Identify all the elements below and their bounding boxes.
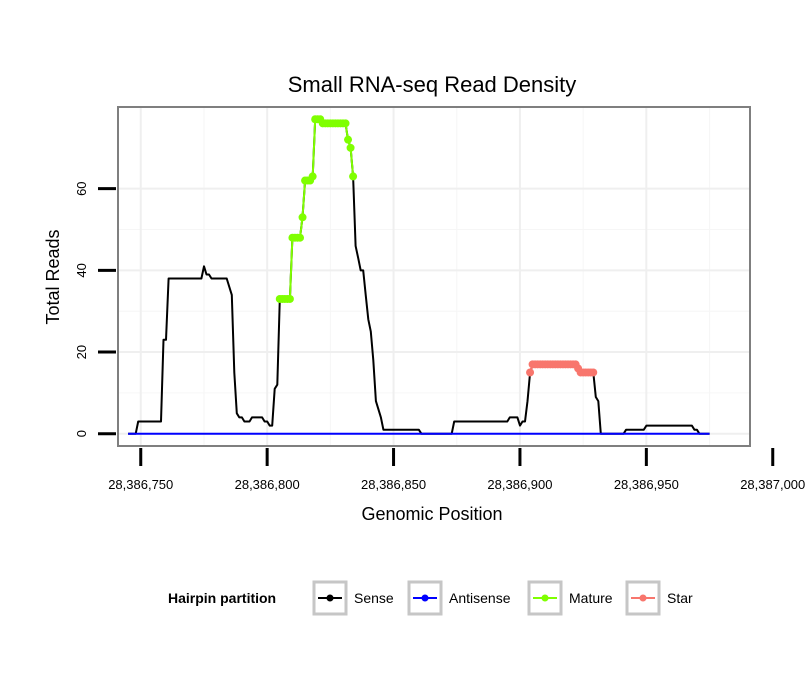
y-tick-label: 40 xyxy=(74,263,89,277)
data-point-mature xyxy=(285,294,294,303)
chart-title: Small RNA-seq Read Density xyxy=(288,72,577,97)
x-tick-label: 28,386,750 xyxy=(108,477,173,492)
y-axis-label: Total Reads xyxy=(43,229,63,324)
legend-dot-antisense xyxy=(421,594,429,602)
legend-label-antisense: Antisense xyxy=(449,590,511,606)
data-point-mature xyxy=(346,143,355,152)
y-tick-label: 20 xyxy=(74,345,89,359)
data-point-mature xyxy=(308,172,317,181)
legend-dot-sense xyxy=(326,594,334,602)
legend-title: Hairpin partition xyxy=(168,590,276,606)
legend-label-star: Star xyxy=(667,590,693,606)
legend-label-sense: Sense xyxy=(354,590,394,606)
data-point-mature xyxy=(298,213,307,222)
panel-border xyxy=(117,106,751,447)
x-tick-label: 28,387,000 xyxy=(740,477,805,492)
data-point-mature xyxy=(344,135,353,144)
x-axis: 28,386,750 28,386,800 28,386,850 28,386,900… xyxy=(108,448,805,492)
x-tick-label: 28,386,900 xyxy=(487,477,552,492)
x-tick-label: 28,386,850 xyxy=(361,477,426,492)
data-point-star xyxy=(589,368,598,377)
data-point-star xyxy=(526,368,535,377)
x-axis-label: Genomic Position xyxy=(361,504,502,524)
data-point-mature xyxy=(349,172,358,181)
y-tick-label: 60 xyxy=(74,181,89,195)
x-tick-label: 28,386,800 xyxy=(235,477,300,492)
legend-label-mature: Mature xyxy=(569,590,613,606)
y-tick-label: 0 xyxy=(74,430,89,437)
x-tick-label: 28,386,950 xyxy=(614,477,679,492)
panel-background xyxy=(118,107,750,446)
data-point-mature xyxy=(341,119,350,128)
legend-dot-mature xyxy=(541,594,549,602)
plot-panel xyxy=(117,106,751,447)
legend-dot-star xyxy=(639,594,647,602)
legend: Hairpin partition Sense Antisense Mature St… xyxy=(168,580,693,616)
data-point-mature xyxy=(296,233,305,242)
y-axis: 0 20 40 60 xyxy=(74,181,116,437)
